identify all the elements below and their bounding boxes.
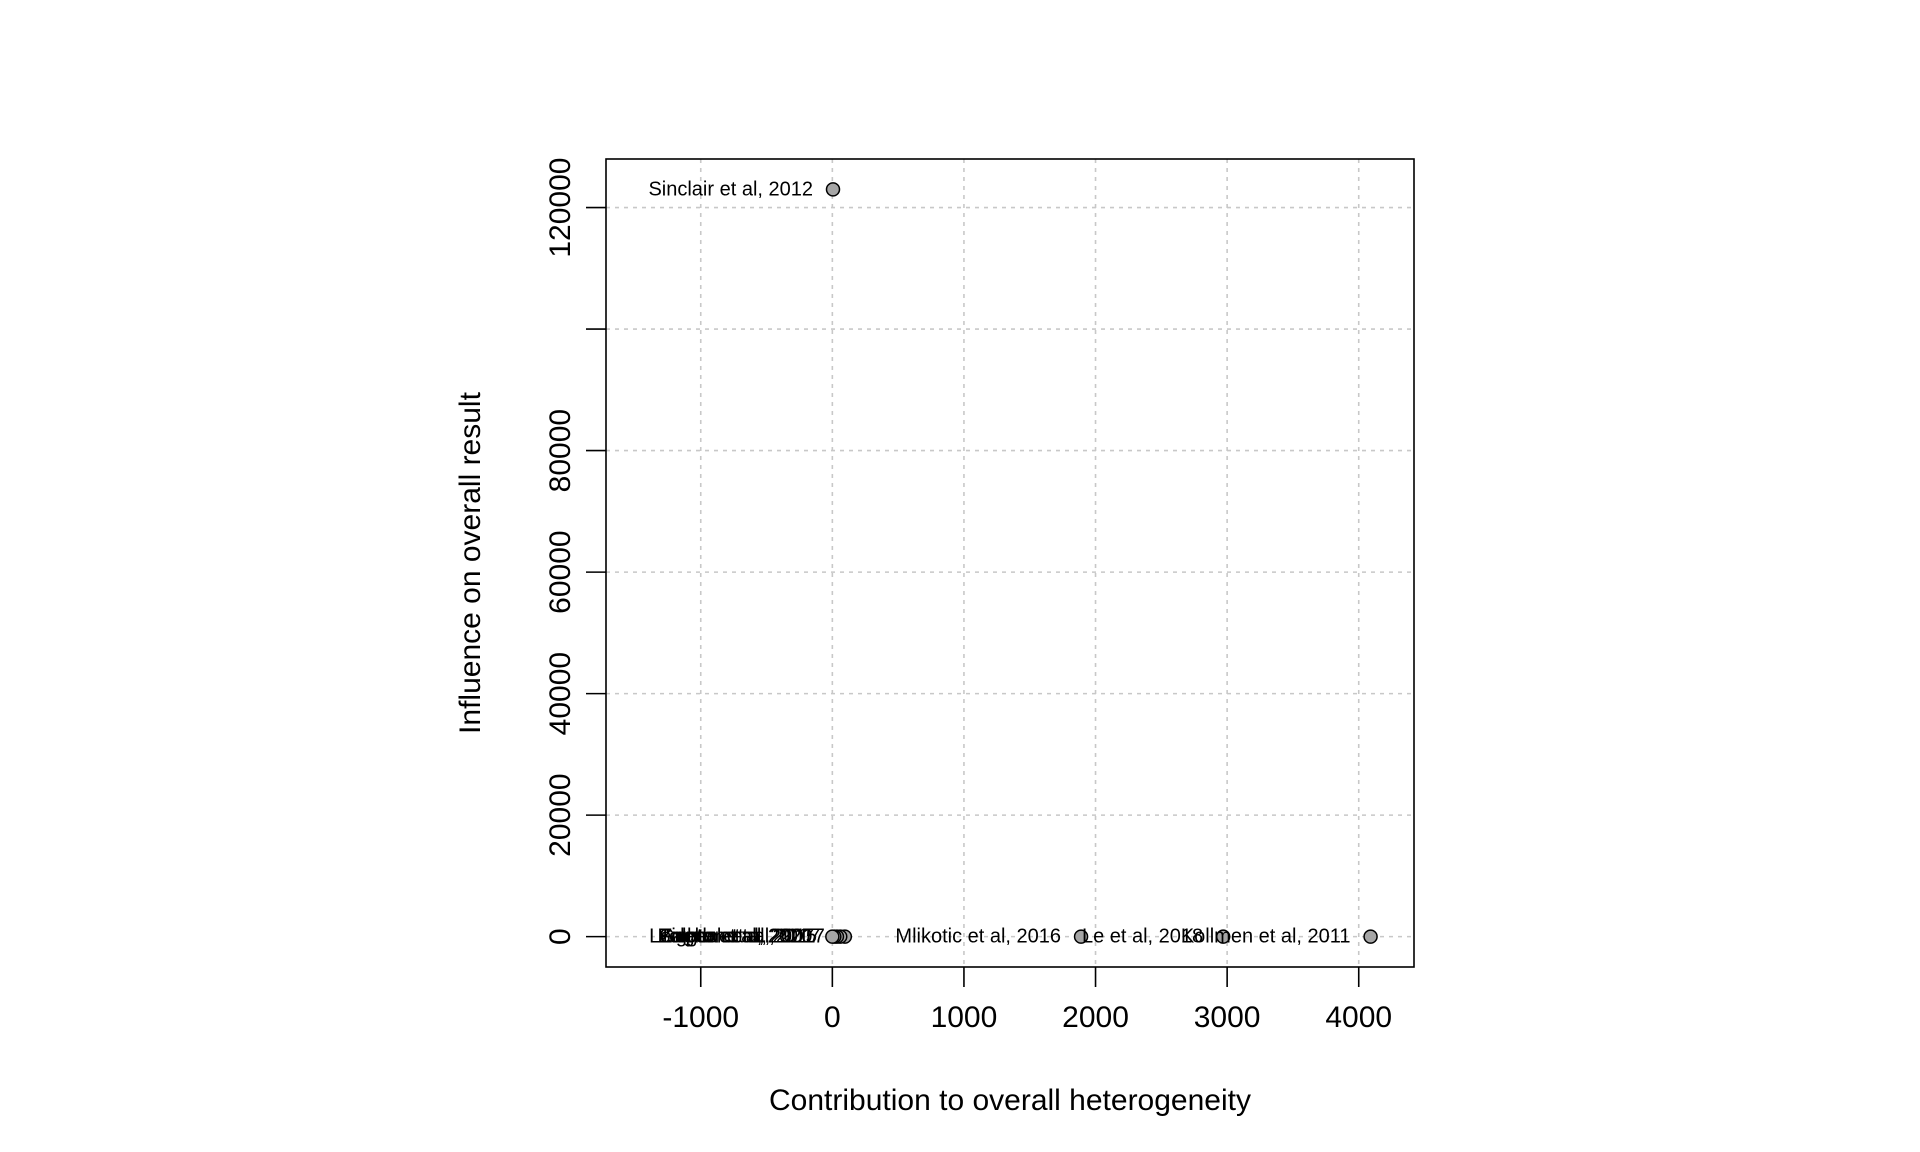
plot-area-border xyxy=(605,158,1415,968)
point-label: Le et al, 2018 xyxy=(1082,926,1203,948)
y-axis-title: Influence on overall result xyxy=(454,391,487,734)
data-points xyxy=(825,182,1378,944)
x-axis: -1000 0 1000 2000 3000 4000 xyxy=(662,967,1392,1034)
point-label: Mlikotic et al, 2016 xyxy=(895,926,1061,948)
x-tick-label: 1000 xyxy=(931,1001,998,1034)
y-tick-label: 120000 xyxy=(544,158,577,258)
point-label: Gupta et al, 2020 xyxy=(659,926,812,948)
data-point xyxy=(1215,929,1231,944)
x-tick-label: 2000 xyxy=(1062,1001,1129,1034)
data-point xyxy=(1363,929,1378,944)
point-label: Leighton et al, 2017 xyxy=(649,926,825,948)
y-tick-label: 20000 xyxy=(544,773,577,856)
data-point xyxy=(1073,929,1089,944)
x-tick-label: -1000 xyxy=(662,1001,739,1034)
data-point xyxy=(825,929,840,944)
y-tick-label: 40000 xyxy=(544,652,577,735)
point-label: Zaghal et al, 2017 xyxy=(660,926,820,948)
point-label: Sinclair et al, 2012 xyxy=(648,178,813,200)
y-tick-label: 60000 xyxy=(544,530,577,613)
y-axis: 0 20000 40000 60000 80000 120000 xyxy=(544,158,606,945)
x-tick-label: 4000 xyxy=(1325,1001,1392,1034)
y-tick-label: 80000 xyxy=(544,409,577,492)
point-label: Bulger et al, 2007 xyxy=(658,926,815,948)
x-axis-title: Contribution to overall heterogeneity xyxy=(769,1084,1251,1117)
x-tick-label: 0 xyxy=(824,1001,841,1034)
data-point xyxy=(825,182,841,197)
point-label: Kollmen et al, 2011 xyxy=(1181,926,1351,948)
grid-lines xyxy=(606,159,1414,967)
y-tick-label: 0 xyxy=(544,928,577,945)
x-tick-label: 3000 xyxy=(1194,1001,1261,1034)
point-label: Toledo et al, 2015 xyxy=(659,926,817,948)
